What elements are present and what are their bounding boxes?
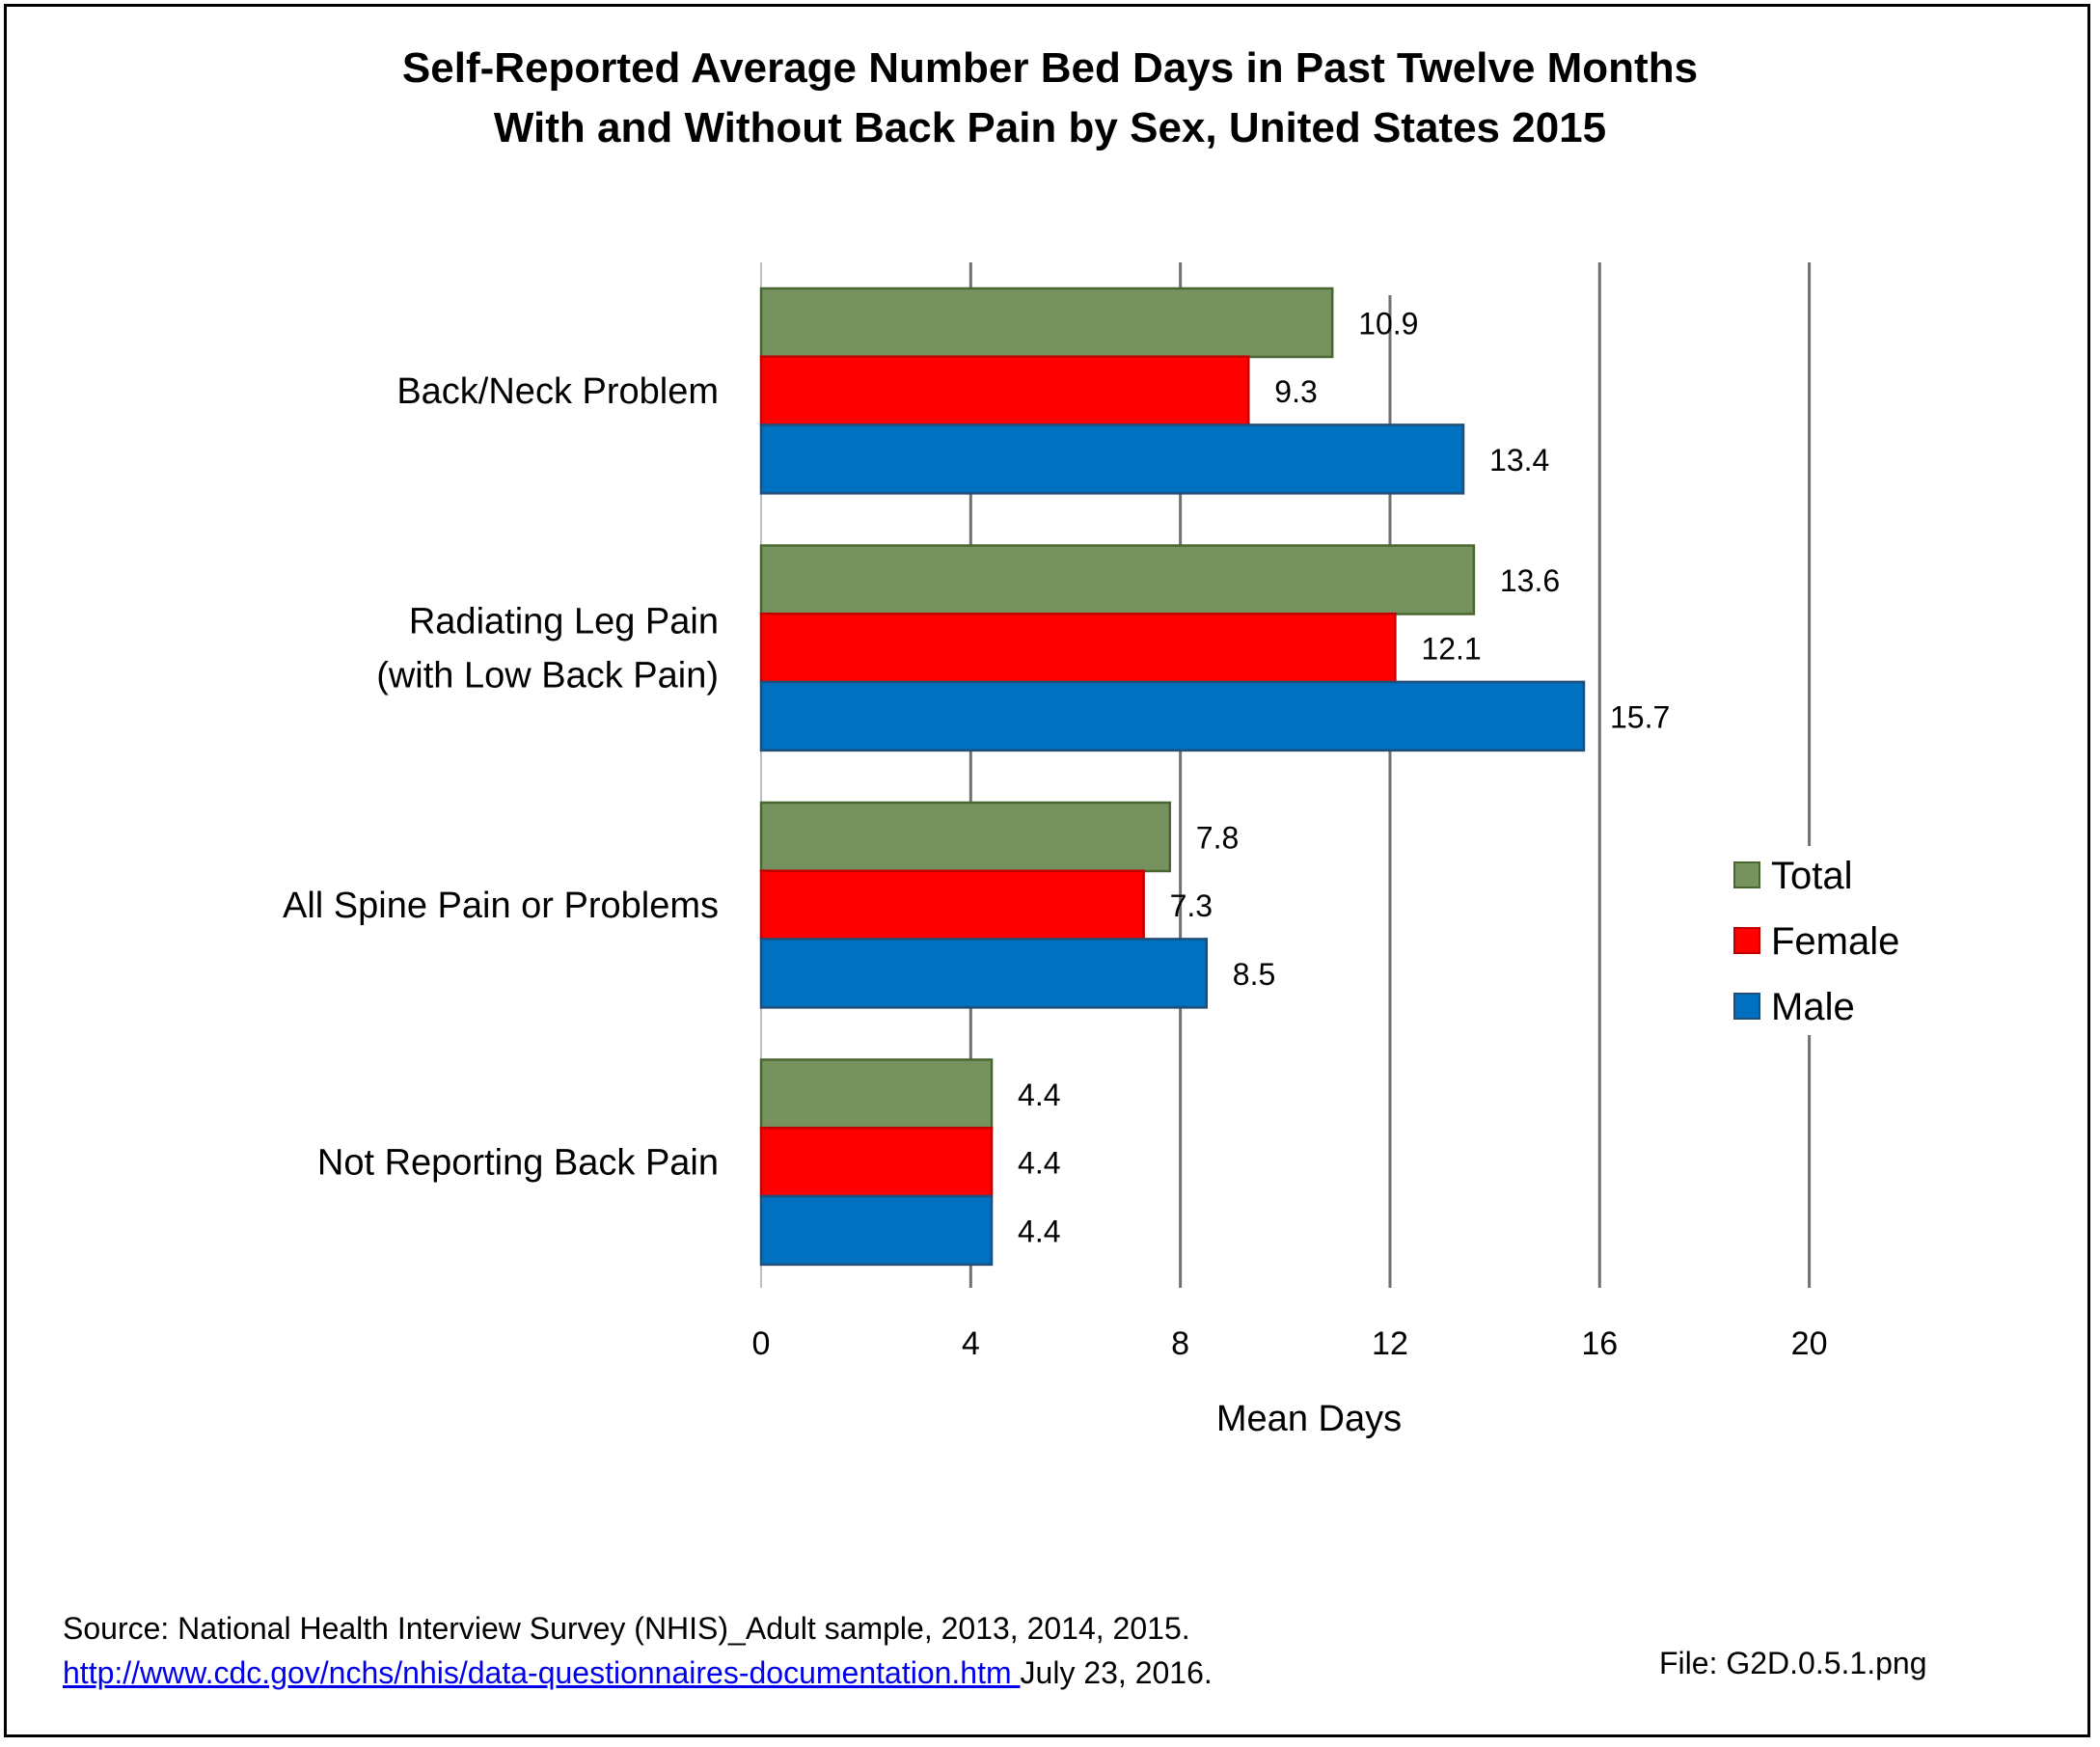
bar-male bbox=[759, 680, 1586, 752]
bar-female bbox=[759, 612, 1397, 684]
data-label: 10.9 bbox=[1358, 307, 1418, 341]
source-date: July 23, 2016. bbox=[1020, 1655, 1213, 1690]
bar-female bbox=[759, 355, 1250, 426]
legend-swatch-female bbox=[1733, 927, 1760, 954]
data-label: 4.4 bbox=[1018, 1214, 1060, 1248]
legend-label-female: Female bbox=[1771, 920, 1899, 963]
legend-label-total: Total bbox=[1771, 855, 1853, 897]
data-label: 4.4 bbox=[1018, 1146, 1060, 1181]
source-link[interactable]: http://www.cdc.gov/nchs/nhis/data-questi… bbox=[63, 1655, 1021, 1690]
bar-total bbox=[759, 544, 1476, 615]
category-label: (with Low Back Pain) bbox=[376, 656, 719, 696]
x-tick-label: 4 bbox=[962, 1325, 980, 1362]
data-label: 7.3 bbox=[1170, 888, 1213, 923]
category-label: Back/Neck Problem bbox=[396, 371, 719, 412]
category-label: Not Reporting Back Pain bbox=[317, 1143, 719, 1184]
data-label: 13.4 bbox=[1489, 443, 1549, 478]
bar-total bbox=[759, 1058, 994, 1130]
data-label: 13.6 bbox=[1500, 563, 1560, 598]
data-label: 15.7 bbox=[1610, 699, 1670, 734]
bar-female bbox=[759, 1126, 994, 1198]
data-label: 9.3 bbox=[1274, 374, 1317, 409]
x-tick-label: 0 bbox=[752, 1325, 771, 1362]
data-label: 4.4 bbox=[1018, 1078, 1060, 1112]
x-tick-label: 12 bbox=[1372, 1325, 1408, 1362]
x-tick-label: 20 bbox=[1791, 1325, 1828, 1362]
legend-swatch-total bbox=[1733, 861, 1760, 888]
data-label: 12.1 bbox=[1421, 632, 1481, 667]
category-label: Radiating Leg Pain bbox=[409, 602, 719, 642]
chart-frame bbox=[4, 4, 2090, 1737]
bar-male bbox=[759, 423, 1465, 495]
category-label: All Spine Pain or Problems bbox=[283, 886, 719, 926]
file-name: File: G2D.0.5.1.png bbox=[1659, 1646, 1927, 1680]
bar-male bbox=[759, 938, 1209, 1009]
data-label: 7.8 bbox=[1196, 821, 1239, 856]
chart-title-line-1: Self-Reported Average Number Bed Days in… bbox=[401, 44, 1699, 92]
x-axis-title: Mean Days bbox=[1216, 1399, 1402, 1439]
chart-title-line-2: With and Without Back Pain by Sex, Unite… bbox=[493, 104, 1607, 151]
source-link-line: http://www.cdc.gov/nchs/nhis/data-questi… bbox=[63, 1651, 1213, 1694]
x-tick-label: 16 bbox=[1581, 1325, 1618, 1362]
bar-total bbox=[759, 801, 1172, 873]
legend-label-male: Male bbox=[1771, 986, 1855, 1028]
source-note: Source: National Health Interview Survey… bbox=[63, 1611, 1190, 1646]
bar-female bbox=[759, 869, 1145, 941]
bar-male bbox=[759, 1194, 994, 1267]
legend-swatch-male bbox=[1733, 993, 1760, 1020]
data-label: 8.5 bbox=[1233, 957, 1275, 992]
x-tick-label: 8 bbox=[1171, 1325, 1189, 1362]
bar-total bbox=[759, 287, 1334, 359]
